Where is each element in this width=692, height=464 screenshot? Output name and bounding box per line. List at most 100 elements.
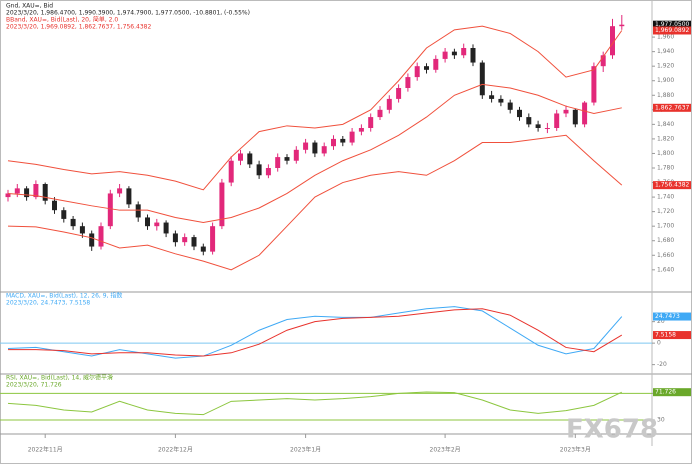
y-tick-label: 1,720 xyxy=(657,208,674,215)
legend-text: 2023/3/20, 1,986.4700, 1,990.3900, 1,974… xyxy=(6,10,250,17)
series-line xyxy=(8,308,623,357)
price-label-box xyxy=(653,103,691,112)
candle-body xyxy=(424,66,429,70)
candle-body xyxy=(293,149,299,161)
price-label: 1,756.4382 xyxy=(655,182,690,189)
candle-body xyxy=(117,188,123,194)
y-tick-label: 1,900 xyxy=(657,77,674,84)
candle-body xyxy=(535,124,541,128)
candle-body xyxy=(544,128,550,129)
series-line xyxy=(7,391,623,416)
legend-text: BBand, XAU=, Bid(Last), 20, 简单, 2.0 xyxy=(6,16,118,24)
candle-body xyxy=(349,131,355,143)
y-tick-label: 1,640 xyxy=(657,266,674,273)
price-label: 1,969.0892 xyxy=(655,27,690,34)
y-tick-label: 1,920 xyxy=(657,63,674,70)
y-tick-label: 1,660 xyxy=(657,252,674,259)
candle-body xyxy=(24,188,30,198)
candle-body xyxy=(479,62,485,96)
candle-body xyxy=(451,51,457,56)
price-label-box xyxy=(653,181,691,190)
candle-body xyxy=(396,88,402,99)
candle-body xyxy=(312,142,318,154)
price-label: 1,977.0500 xyxy=(655,21,690,28)
candle-body xyxy=(340,138,346,143)
candle-body xyxy=(14,188,20,194)
candle-body xyxy=(79,226,85,234)
series-line xyxy=(7,83,622,224)
candle-body xyxy=(368,117,374,128)
y-tick-label: 30 xyxy=(657,417,665,424)
candle-body xyxy=(526,117,532,125)
y-tick-label: -20 xyxy=(657,361,667,368)
candle-body xyxy=(358,128,364,132)
candle-body xyxy=(610,26,615,56)
x-tick-label: 2023年1月 xyxy=(290,446,321,454)
candle-body xyxy=(219,182,225,227)
candle-body xyxy=(442,51,448,59)
legend-text: RSI, XAU=, Bid(Last), 14, 威尔德平滑 xyxy=(6,374,113,382)
candle-body xyxy=(489,95,495,99)
legend-text: Gnd, XAU=, Bid xyxy=(6,3,53,10)
candle-body xyxy=(572,109,578,125)
y-tick-label: 1,940 xyxy=(657,48,674,55)
legend-text: 2023/3/20, 1,969.0892, 1,862.7637, 1,756… xyxy=(6,24,151,31)
x-tick-label: 2023年3月 xyxy=(560,446,591,454)
candle-body xyxy=(256,164,262,176)
y-tick-label: 1,820 xyxy=(657,135,674,142)
candle-body xyxy=(433,58,439,70)
candle-body xyxy=(182,237,188,243)
candle-body xyxy=(461,48,467,56)
price-label-box xyxy=(653,20,691,29)
series-line xyxy=(7,25,623,191)
candle-body xyxy=(405,77,411,88)
candle-body xyxy=(5,193,11,198)
candle-body xyxy=(135,204,141,218)
candle-body xyxy=(331,138,336,147)
candle-body xyxy=(386,98,392,110)
candle-body xyxy=(517,109,522,118)
y-tick-label: 1,700 xyxy=(657,223,674,230)
y-tick-label: 1,880 xyxy=(657,92,674,99)
candle-body xyxy=(42,184,48,201)
candle-body xyxy=(61,210,67,219)
candle-body xyxy=(470,48,476,63)
candle-body xyxy=(554,113,560,128)
x-tick-label: 2022年11月 xyxy=(28,446,63,454)
price-label-box xyxy=(653,331,691,340)
price-label-box xyxy=(653,388,691,397)
candle-body xyxy=(619,24,625,27)
candle-body xyxy=(191,237,197,247)
candle-body xyxy=(600,55,606,67)
candle-body xyxy=(582,102,588,125)
candle-body xyxy=(154,222,160,227)
candle-body xyxy=(247,153,253,165)
candle-body xyxy=(414,66,420,78)
x-tick-label: 2022年12月 xyxy=(158,446,193,454)
y-tick-label: 0 xyxy=(657,340,661,347)
candle-body xyxy=(498,98,504,103)
price-label-box xyxy=(653,26,691,35)
y-tick-label: 20 xyxy=(657,318,665,325)
series-line xyxy=(7,306,623,359)
candle-body xyxy=(265,168,271,176)
candle-body xyxy=(98,226,104,247)
candle-body xyxy=(52,200,57,211)
candle-body xyxy=(303,142,309,150)
legend-text: 2023/3/20, 24.7473, 7.5158 xyxy=(6,300,90,307)
candle-body xyxy=(163,222,169,234)
y-tick-label: 1,680 xyxy=(657,237,674,244)
y-tick-label: 1,740 xyxy=(657,194,674,201)
candle-body xyxy=(228,160,234,183)
candle-body xyxy=(275,157,281,168)
x-tick-label: 2023年2月 xyxy=(430,446,461,454)
y-tick-label: 1,800 xyxy=(657,150,674,157)
candle-body xyxy=(33,184,39,198)
candle-body xyxy=(284,157,290,161)
candle-body xyxy=(145,217,150,227)
price-label-box xyxy=(653,312,691,321)
legend-text: MACD, XAU=, Bid(Last), 12, 26, 9, 指数 xyxy=(6,292,122,300)
candle-body xyxy=(200,246,206,252)
